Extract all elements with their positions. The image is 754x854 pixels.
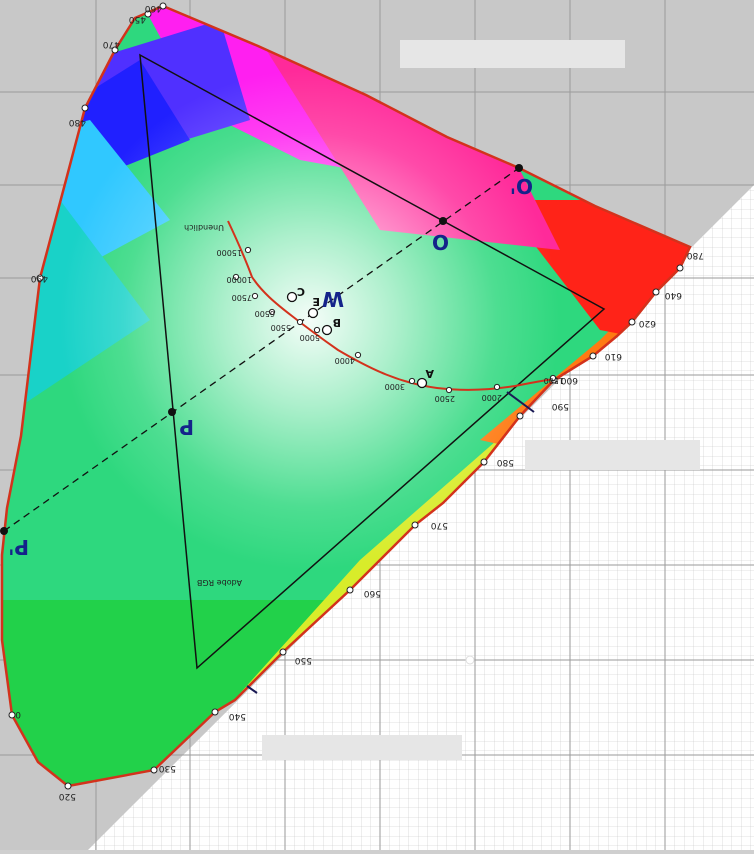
wavelength-label-570: 580 <box>497 457 514 467</box>
point-p-label: P <box>179 415 194 439</box>
temperature-label-3000: 3000 <box>385 382 405 391</box>
temperature-marker-6500 <box>268 308 276 316</box>
illuminant-a-label: A <box>425 367 434 380</box>
temperature-marker-5500 <box>296 318 304 326</box>
wavelength-marker-610 <box>628 318 636 326</box>
planckian-locus <box>227 220 561 391</box>
locus-label: Unendlich <box>184 223 224 232</box>
point-w-label: W <box>322 287 344 311</box>
temperature-marker-3000 <box>408 377 416 385</box>
locus-tick-mark <box>246 685 258 694</box>
wavelength-marker-460 <box>159 2 167 10</box>
illuminant-e-marker <box>307 307 319 319</box>
temperature-markers <box>232 246 557 394</box>
point-p-prime-marker <box>0 527 8 535</box>
wavelength-label-500: 0 <box>15 709 21 719</box>
temperature-label-7500: 7500 <box>232 293 252 302</box>
point-o-prime-marker <box>515 164 523 172</box>
illuminant-c-marker <box>286 291 298 303</box>
temperature-marker-2000 <box>493 383 501 391</box>
temperature-marker-7500 <box>251 292 259 300</box>
wavelength-markers <box>8 2 684 790</box>
wavelength-label-530: 540 <box>229 711 246 721</box>
temperature-marker-10000 <box>232 273 240 281</box>
point-p-prime-label: P' <box>8 535 29 559</box>
wavelength-marker-550 <box>346 586 354 594</box>
illuminant-b-marker <box>321 324 333 336</box>
temperature-marker-15000 <box>244 246 252 254</box>
wavelength-label-600: 610 <box>605 351 622 361</box>
gamut-label: Adobe RGB <box>197 578 242 587</box>
locus-tick-mark <box>506 391 535 413</box>
wavelength-marker-500 <box>8 711 16 719</box>
temperature-label-1500: 1500 <box>544 376 564 385</box>
wavelength-marker-450 <box>144 10 152 18</box>
wavelength-label-480: 480 <box>69 117 86 127</box>
wavelength-marker-780 <box>676 264 684 272</box>
wavelength-label-470: 470 <box>103 39 120 49</box>
adobe-rgb-triangle <box>139 53 606 670</box>
wavelength-marker-600 <box>589 352 597 360</box>
ghost-bars <box>262 40 700 760</box>
wavelength-label-780: 780 <box>687 250 704 260</box>
dashed-construction-line <box>3 167 520 532</box>
temperature-label-4000: 4000 <box>335 356 355 365</box>
white-marker <box>465 655 475 665</box>
temperature-marker-5000 <box>313 326 321 334</box>
wavelength-label-590: 600 <box>561 375 578 385</box>
wavelength-label-610: 620 <box>639 318 656 328</box>
wavelength-marker-530 <box>211 708 219 716</box>
wavelength-label-510: 520 <box>59 791 76 801</box>
wavelength-marker-560 <box>411 521 419 529</box>
temperature-label-2000: 2000 <box>482 393 502 402</box>
illuminant-c-label: C <box>297 285 305 298</box>
wavelength-marker-490 <box>36 274 44 282</box>
wavelength-marker-510 <box>64 782 72 790</box>
point-o-marker <box>439 217 447 225</box>
temperature-label-10000: 10000 <box>227 275 252 284</box>
point-p-marker <box>168 408 176 416</box>
temperature-label-15000: 15000 <box>217 248 242 257</box>
temperature-label-5000: 5000 <box>300 333 320 342</box>
wavelength-marker-570 <box>480 458 488 466</box>
temperature-marker-2500 <box>445 386 453 394</box>
wavelength-label-460: 460 <box>145 3 162 13</box>
temperature-marker-4000 <box>354 351 362 359</box>
illuminant-b-label: B <box>333 316 341 329</box>
wavelength-label-520: 530 <box>159 763 176 773</box>
wavelength-marker-580 <box>516 412 524 420</box>
wavelength-marker-480 <box>81 104 89 112</box>
point-o-prime-label: O' <box>510 174 533 198</box>
wavelength-label-580: 590 <box>552 401 569 411</box>
wavelength-marker-520 <box>150 766 158 774</box>
wavelength-marker-470 <box>111 46 119 54</box>
wavelength-marker-620 <box>652 288 660 296</box>
wavelength-marker-540 <box>279 648 287 656</box>
illuminant-a-marker <box>416 377 428 389</box>
illuminant-e-label: E <box>312 295 320 308</box>
wavelength-label-450: 450 <box>129 14 146 24</box>
temperature-label-6500: 6500 <box>255 309 275 318</box>
wavelength-label-620: 640 <box>665 290 682 300</box>
temperature-label-5500: 5500 <box>271 323 291 332</box>
temperature-marker-1500 <box>549 374 557 382</box>
wavelength-label-560: 570 <box>431 520 448 530</box>
wavelength-label-540: 550 <box>295 655 312 665</box>
wavelength-label-550: 560 <box>364 588 381 598</box>
point-o-label: O <box>432 230 449 254</box>
wavelength-label-490: 490 <box>31 273 48 283</box>
temperature-label-2500: 2500 <box>435 394 455 403</box>
